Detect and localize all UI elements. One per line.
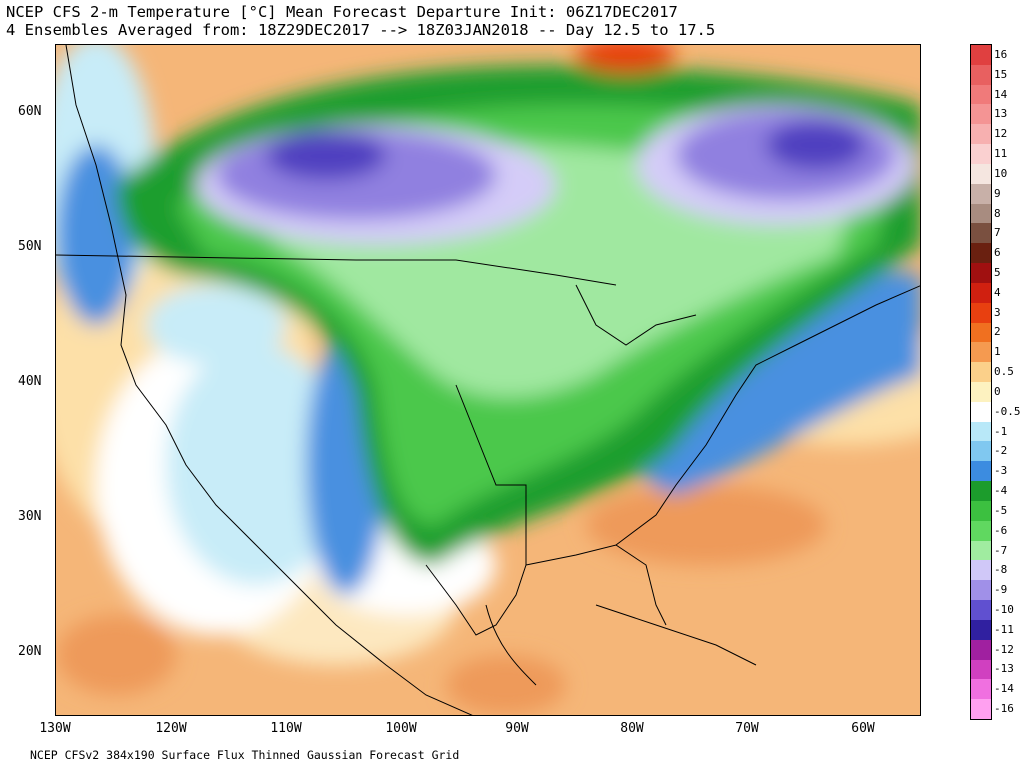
legend-swatch [971,659,991,680]
legend-label: 6 [994,246,1001,260]
legend-swatch [971,520,991,542]
legend-swatch [971,243,991,264]
legend-label: -10 [994,602,1014,616]
legend-swatch [971,699,991,720]
legend-swatch [971,263,991,284]
legend-label: -7 [994,543,1008,557]
lon-label-60w: 60W [851,721,875,736]
legend-label: -0.5 [994,404,1021,418]
lon-label-100w: 100W [385,721,417,736]
lat-label-30n: 30N [18,509,42,524]
lon-label-90w: 90W [505,721,529,736]
legend-label: -16 [994,702,1014,716]
legend-swatch [971,64,991,86]
legend-label: -2 [994,444,1008,458]
legend-swatch [971,619,991,641]
legend-swatch [971,441,991,462]
legend-swatch [971,342,991,363]
legend-label: 1 [994,345,1001,359]
legend-label: 7 [994,226,1001,240]
legend-swatch [971,84,991,105]
legend-label: 11 [994,147,1008,161]
legend-swatch [971,540,991,561]
lat-label-60n: 60N [18,104,42,119]
legend-label: 2 [994,325,1001,339]
legend-label: 15 [994,67,1008,81]
legend-label: 14 [994,87,1008,101]
lat-label-50n: 50N [18,239,42,254]
legend-swatch [971,362,991,383]
legend-swatch [971,144,991,165]
legend-swatch [971,203,991,224]
legend-swatch [971,560,991,581]
legend-label: -1 [994,424,1008,438]
map-title-line-1: NCEP CFS 2-m Temperature [°C] Mean Forec… [6,3,678,21]
legend-label: 12 [994,127,1008,141]
legend-label: -3 [994,464,1008,478]
legend-swatch [971,500,991,522]
legend-swatch [971,223,991,244]
legend-label: 13 [994,107,1008,121]
legend-label: -4 [994,484,1008,498]
legend-swatch [971,481,991,502]
legend-swatch [971,124,991,145]
legend-swatch [971,679,991,700]
legend-swatch [971,600,991,621]
lon-label-130w: 130W [39,721,71,736]
lon-label-70w: 70W [735,721,759,736]
coastline-outline [56,45,920,715]
lat-label-40n: 40N [18,374,42,389]
legend-label: -13 [994,662,1014,676]
lat-label-20n: 20N [18,644,42,659]
lon-label-120w: 120W [155,721,187,736]
legend-swatch [971,322,991,343]
legend-label: -6 [994,523,1008,537]
legend-label: 0.5 [994,365,1014,379]
legend-label: -5 [994,503,1008,517]
legend-label: 5 [994,265,1001,279]
legend-swatch [971,163,991,185]
legend-label: 16 [994,47,1008,61]
legend-swatch [971,45,991,66]
legend-swatch [971,461,991,482]
legend-label: 8 [994,206,1001,220]
legend-swatch [971,302,991,324]
legend-label: -9 [994,583,1008,597]
legend-swatch [971,580,991,601]
legend-swatch [971,282,991,304]
color-legend [970,44,992,720]
legend-label: 10 [994,166,1008,180]
legend-label: -14 [994,682,1014,696]
legend-label: 9 [994,186,1001,200]
legend-label: 0 [994,384,1001,398]
legend-label: -12 [994,642,1014,656]
lon-label-80w: 80W [620,721,644,736]
legend-label: 4 [994,285,1001,299]
forecast-map [55,44,921,716]
legend-swatch [971,382,991,403]
legend-swatch [971,421,991,442]
legend-swatch [971,183,991,205]
lon-label-110w: 110W [270,721,302,736]
map-title-line-2: 4 Ensembles Averaged from: 18Z29DEC2017 … [6,21,716,39]
legend-swatch [971,639,991,661]
legend-label: -11 [994,622,1014,636]
legend-swatch [971,104,991,125]
legend-label: -8 [994,563,1008,577]
legend-swatch [971,401,991,423]
temperature-anomaly-field [56,45,920,715]
legend-label: 3 [994,305,1001,319]
map-footer: NCEP CFSv2 384x190 Surface Flux Thinned … [30,748,460,762]
